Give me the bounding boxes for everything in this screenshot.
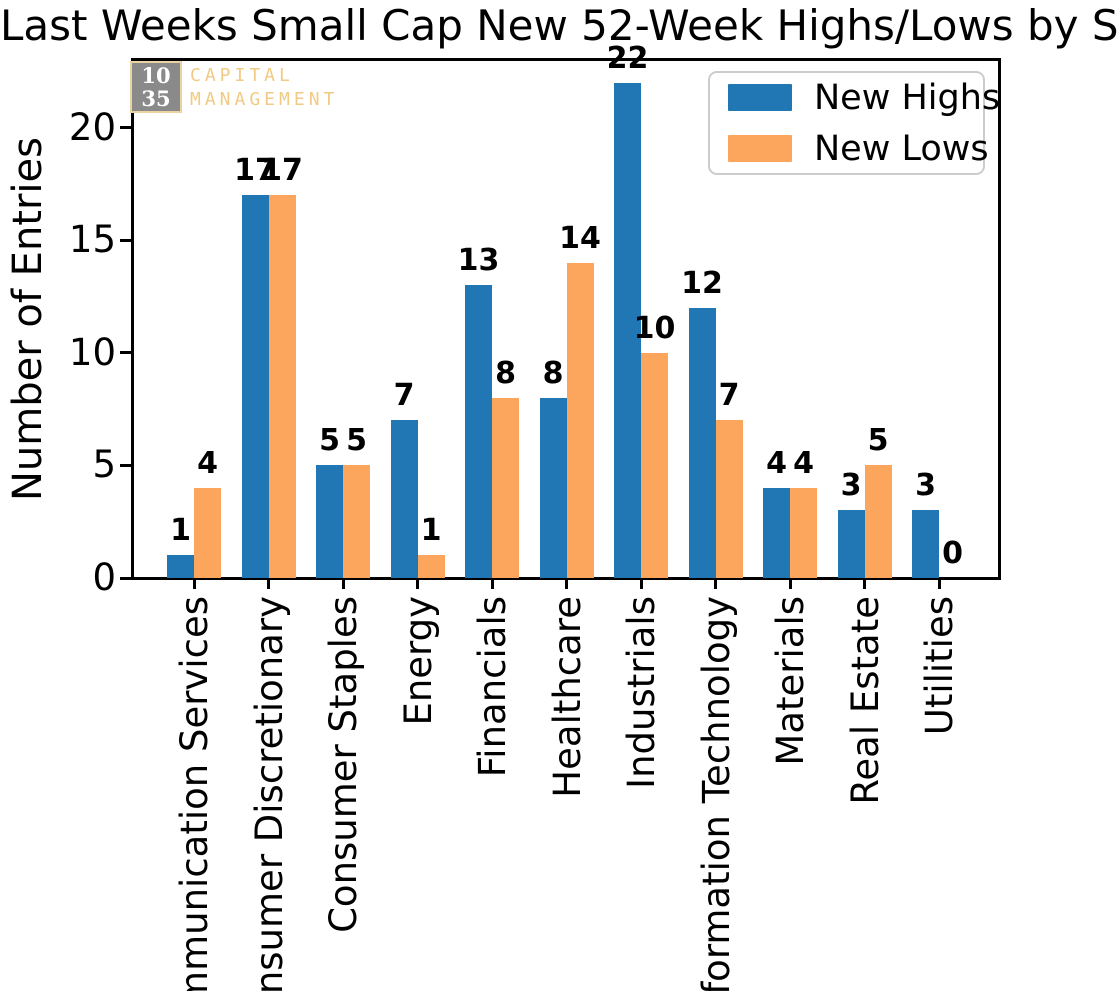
x-tick [341, 578, 345, 589]
logo-wordmark: CAPITAL MANAGEMENT [190, 64, 338, 112]
bar-value-new-lows-materials: 4 [793, 445, 814, 481]
bar-new-lows-communication-services [194, 487, 221, 578]
bar-value-new-lows-financials: 8 [495, 355, 516, 391]
x-tick [937, 578, 941, 589]
bar-new-highs-financials [465, 285, 492, 578]
x-tick [490, 578, 494, 589]
x-tick-label-consumer-staples: Consumer Staples [322, 596, 365, 933]
bar-new-highs-information-technology [688, 307, 716, 578]
bar-new-lows-industrials [641, 352, 668, 578]
x-tick-label-materials: Materials [769, 596, 812, 766]
legend-item-new-lows: New Lows [728, 130, 989, 168]
bar-value-new-highs-information-technology: 12 [681, 265, 723, 301]
x-tick-label-healthcare: Healthcare [545, 596, 589, 798]
logo-number-bottom: 35 [141, 86, 171, 111]
x-tick-label-financials: Financials [471, 596, 514, 778]
y-tick [120, 463, 131, 467]
chart-title: Last Weeks Small Cap New 52-Week Highs/L… [0, 1, 1118, 50]
bar-value-new-lows-real-estate: 5 [867, 423, 889, 459]
bar-new-highs-utilities [912, 510, 939, 578]
y-tick [120, 126, 131, 130]
legend: New Highs New Lows [708, 71, 1000, 175]
bar-value-new-lows-healthcare: 14 [559, 220, 601, 256]
bar-value-new-highs-healthcare: 8 [542, 355, 564, 391]
y-tick [120, 238, 131, 242]
logo: 10 35 CAPITAL MANAGEMENT [130, 61, 338, 113]
legend-label-new-highs: New Highs [814, 77, 1001, 118]
x-tick-label-utilities: Utilities [918, 596, 961, 736]
logo-word-capital: CAPITAL [190, 65, 294, 86]
x-tick [565, 578, 568, 589]
bar-new-highs-communication-services [167, 555, 194, 578]
bar-new-lows-consumer-discretionary [268, 195, 296, 578]
legend-label-new-lows: New Lows [814, 128, 989, 169]
bar-new-highs-healthcare [539, 397, 567, 578]
bar-value-new-highs-materials: 4 [766, 445, 787, 481]
bar-value-new-lows-utilities: 0 [942, 536, 963, 571]
bar-new-highs-consumer-discretionary [241, 195, 269, 578]
bar-new-lows-information-technology [715, 420, 743, 578]
x-tick-label-real-estate: Real Estate [843, 596, 887, 805]
bar-value-new-lows-consumer-discretionary: 17 [261, 153, 303, 189]
legend-item-new-highs: New Highs [728, 79, 1000, 117]
bar-value-new-highs-financials: 13 [457, 243, 500, 279]
y-tick-label: 5 [92, 443, 116, 487]
x-tick [416, 578, 419, 589]
bar-value-new-highs-consumer-discretionary: 17 [234, 153, 276, 189]
bar-value-new-lows-industrials: 10 [633, 310, 676, 346]
legend-swatch-new-highs [728, 84, 792, 111]
x-tick [788, 578, 792, 589]
y-tick [120, 351, 131, 355]
bar-value-new-highs-consumer-staples: 5 [319, 423, 340, 459]
bar-value-new-highs-real-estate: 3 [840, 468, 862, 504]
bar-new-highs-industrials [614, 82, 641, 578]
bar-new-highs-consumer-staples [316, 465, 343, 578]
y-tick-label: 0 [92, 556, 116, 599]
y-tick [120, 576, 131, 580]
bar-new-lows-financials [492, 397, 519, 578]
bar-new-lows-healthcare [566, 262, 594, 578]
x-tick [192, 578, 196, 589]
x-tick-label-industrials: Industrials [620, 596, 663, 789]
x-tick-label-communication-services: Communication Services [173, 596, 216, 991]
logo-badge: 10 35 [130, 61, 182, 113]
logo-word-management: MANAGEMENT [190, 89, 339, 110]
bar-value-new-highs-industrials: 22 [606, 40, 649, 76]
bar-value-new-lows-information-technology: 7 [718, 378, 740, 414]
bar-value-new-highs-communication-services: 1 [170, 513, 191, 549]
y-tick-label: 10 [68, 330, 116, 374]
bar-value-new-lows-communication-services: 4 [197, 445, 218, 481]
x-tick-label-information-technology: Information Technology [694, 596, 738, 991]
bar-new-lows-real-estate [864, 465, 892, 578]
bar-value-new-highs-utilities: 3 [915, 468, 936, 504]
bar-new-highs-energy [390, 420, 418, 578]
bar-value-new-highs-energy: 7 [393, 378, 415, 414]
x-tick [863, 578, 866, 589]
x-tick [639, 578, 643, 589]
y-tick-label: 15 [68, 218, 116, 262]
x-tick-label-consumer-discretionary: Consumer Discretionary [247, 596, 291, 991]
x-tick [714, 578, 717, 589]
y-tick-label: 20 [68, 105, 116, 149]
bar-new-lows-energy [417, 555, 445, 578]
x-tick [267, 578, 270, 589]
x-tick-label-energy: Energy [396, 596, 440, 726]
bar-value-new-lows-energy: 1 [420, 513, 442, 549]
legend-swatch-new-lows [728, 135, 792, 162]
bar-new-lows-consumer-staples [343, 465, 370, 578]
bar-new-highs-materials [763, 487, 790, 578]
bar-new-lows-materials [790, 487, 817, 578]
logo-number-top: 10 [141, 63, 171, 88]
bar-value-new-lows-consumer-staples: 5 [346, 423, 367, 459]
bar-new-highs-real-estate [837, 510, 865, 578]
